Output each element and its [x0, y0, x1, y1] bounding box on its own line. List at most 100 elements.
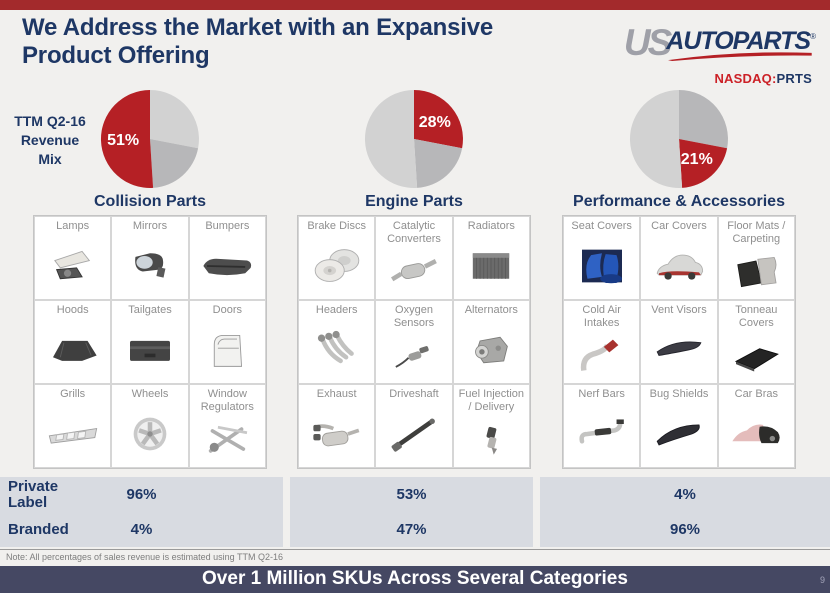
catalytic-converters-image — [386, 246, 442, 298]
page-number: 9 — [819, 575, 825, 585]
part-label: Bug Shields — [649, 388, 709, 400]
part-label: Floor Mats / Carpeting — [727, 220, 786, 246]
part-cell: Hoods — [34, 300, 112, 384]
logo-wordmark: USAUTOPARTS® — [624, 22, 816, 64]
car-bras-image — [728, 401, 784, 466]
pie-chart-performance: 21% — [562, 88, 796, 191]
branded-row: 47% — [290, 512, 533, 547]
part-label: Wheels — [131, 388, 169, 400]
part-cell: Doors — [188, 300, 266, 384]
part-label: Doors — [212, 304, 242, 316]
tonneau-covers-image — [728, 330, 784, 382]
ticker: NASDAQ:PRTS — [624, 71, 812, 86]
part-cell: Headers — [298, 300, 376, 384]
footer-banner-text: Over 1 Million SKUs Across Several Categ… — [202, 568, 628, 589]
alternators-image — [463, 317, 519, 382]
pie-chart-svg: 21% — [629, 89, 728, 188]
exhaust-image — [309, 401, 365, 466]
performance-accessories-column: 21% Performance & Accessories Seat Cover… — [562, 88, 796, 469]
footnote: Note: All percentages of sales revenue i… — [0, 549, 830, 564]
part-cell: Vent Visors — [640, 300, 718, 384]
parts-grid-collision: Lamps Mirrors Bumpers Hoods Tailgates Doors Gr… — [33, 215, 267, 469]
pie-chart-engine: 28% — [297, 88, 531, 191]
part-label: Grills — [60, 388, 86, 400]
part-cell: Tonneau Covers — [717, 300, 795, 384]
part-cell: Alternators — [452, 300, 530, 384]
category-title-collision: Collision Parts — [93, 193, 207, 210]
part-cell: Driveshaft — [375, 384, 453, 468]
doors-image — [199, 317, 255, 382]
engine-private-label-value: 53% — [396, 486, 427, 503]
mirrors-image — [122, 233, 178, 298]
part-label: Tailgates — [128, 304, 172, 316]
floor-mats-image — [728, 246, 784, 298]
headers-image — [309, 317, 365, 382]
mix-table-block-collision: Private Label 96% Branded 4% — [0, 477, 283, 547]
performance-private-label-value: 4% — [674, 486, 696, 503]
pie-chart-collision: 51% — [33, 88, 267, 191]
mix-table-block-engine: 53% 47% — [290, 477, 533, 547]
hoods-image — [45, 317, 101, 382]
category-title-engine: Engine Parts — [365, 193, 463, 210]
footer-banner: Over 1 Million SKUs Across Several Categ… — [0, 566, 830, 593]
grills-image — [45, 401, 101, 466]
tailgates-image — [122, 317, 178, 382]
radiators-image — [463, 233, 519, 298]
cold-air-intakes-image — [574, 330, 630, 382]
logo-autoparts-text: AUTOPARTS — [666, 27, 811, 55]
logo-us-text: US — [623, 22, 672, 63]
private-label-row-label: Private Label — [8, 477, 59, 511]
engine-branded-value: 47% — [396, 521, 427, 538]
nerf-bars-image — [574, 401, 630, 466]
part-cell: Catalytic Converters — [375, 216, 453, 300]
brake-discs-image — [309, 233, 365, 298]
ticker-exchange: NASDAQ: — [714, 71, 777, 86]
part-cell: Lamps — [34, 216, 112, 300]
part-cell: Floor Mats / Carpeting — [717, 216, 795, 300]
ticker-symbol: PRTS — [776, 71, 812, 86]
part-label: Catalytic Converters — [387, 220, 441, 246]
mix-table-block-performance: 4% 96% — [540, 477, 830, 547]
pie-chart-svg: 51% — [100, 89, 199, 188]
part-label: Lamps — [56, 220, 90, 232]
part-label: Cold Air Intakes — [582, 304, 621, 330]
vent-visors-image — [651, 317, 707, 382]
private-label-row: 53% — [290, 477, 533, 512]
part-cell: Exhaust — [298, 384, 376, 468]
part-cell: Radiators — [452, 216, 530, 300]
window-regulators-image — [199, 414, 255, 466]
logo-registered-mark: ® — [810, 32, 816, 41]
part-label: Nerf Bars — [578, 388, 625, 400]
part-cell: Oxygen Sensors — [375, 300, 453, 384]
branded-row: Branded 4% — [0, 512, 283, 547]
part-label: Alternators — [464, 304, 518, 316]
performance-branded-value: 96% — [669, 521, 701, 538]
svg-text:51%: 51% — [107, 132, 139, 149]
part-cell: Seat Covers — [563, 216, 641, 300]
private-label-row: 4% — [540, 477, 830, 512]
part-label: Oxygen Sensors — [393, 304, 435, 330]
seat-covers-image — [574, 233, 630, 298]
collision-private-label-value: 96% — [126, 486, 157, 503]
usautoparts-logo: USAUTOPARTS® NASDAQ:PRTS — [624, 22, 816, 86]
revenue-mix-label: TTM Q2-16 Revenue Mix — [14, 113, 86, 167]
parts-grid-performance: Seat Covers Car Covers Floor Mats / Carpet… — [562, 215, 796, 469]
part-label: Exhaust — [316, 388, 357, 400]
wheels-image — [122, 401, 178, 466]
part-cell: Window Regulators — [188, 384, 266, 468]
part-cell: Tailgates — [111, 300, 189, 384]
part-cell: Cold Air Intakes — [563, 300, 641, 384]
category-title-performance: Performance & Accessories — [573, 193, 785, 210]
svg-text:21%: 21% — [681, 151, 713, 168]
branded-row: 96% — [540, 512, 830, 547]
slide-title: We Address the Market with an Expansive … — [22, 14, 494, 70]
part-label: Car Bras — [734, 388, 779, 400]
part-cell: Bumpers — [188, 216, 266, 300]
collision-branded-value: 4% — [130, 521, 153, 538]
bug-shields-image — [651, 401, 707, 466]
part-label: Hoods — [56, 304, 89, 316]
branded-row-label: Branded — [8, 520, 69, 538]
part-label: Car Covers — [651, 220, 707, 232]
top-accent-bar — [0, 0, 830, 10]
